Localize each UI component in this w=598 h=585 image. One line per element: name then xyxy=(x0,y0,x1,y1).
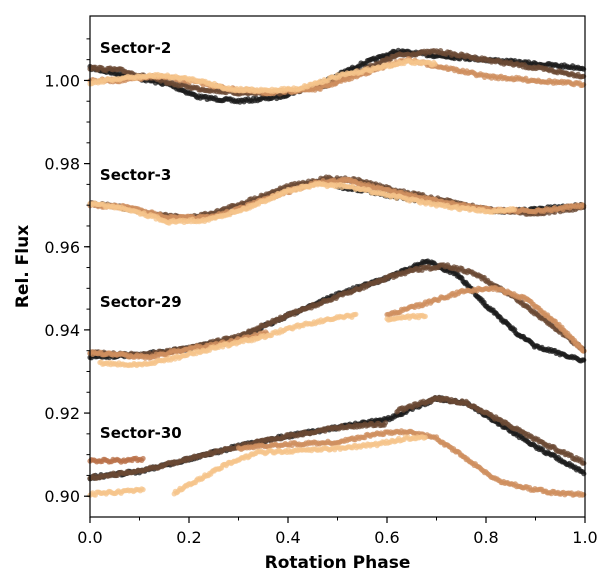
data-point xyxy=(581,348,587,354)
plot-points xyxy=(87,47,587,498)
series-3-3 xyxy=(87,455,146,465)
group-sector-2 xyxy=(87,47,587,105)
group-sector-3 xyxy=(87,174,587,226)
data-point xyxy=(581,471,587,477)
series-0-3 xyxy=(87,57,438,95)
group-sector-29 xyxy=(87,258,587,369)
data-point xyxy=(353,311,359,317)
group-sector-30 xyxy=(87,394,587,498)
data-point xyxy=(511,207,517,213)
data-point xyxy=(140,455,146,462)
series-2-0 xyxy=(87,258,587,364)
data-point xyxy=(432,61,438,67)
series-0-1 xyxy=(87,48,587,97)
series-3-5 xyxy=(87,486,146,498)
data-point xyxy=(422,313,428,319)
data-point xyxy=(581,460,587,466)
data-point xyxy=(383,420,389,426)
